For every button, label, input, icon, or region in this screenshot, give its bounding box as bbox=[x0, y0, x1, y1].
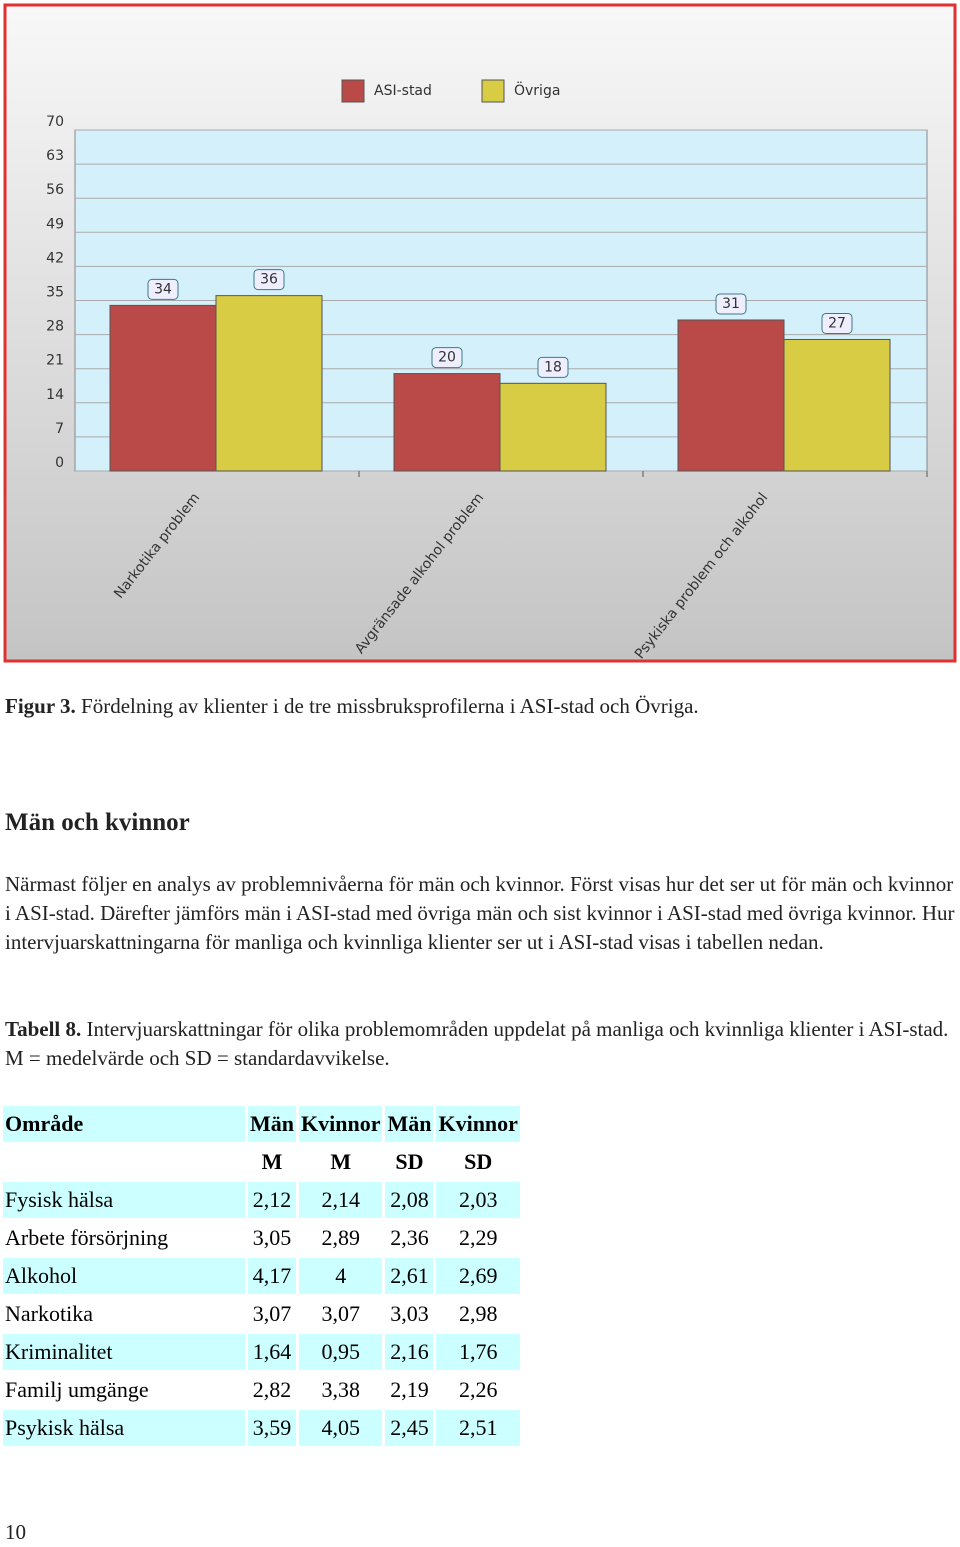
table-cell: 2,98 bbox=[458, 1301, 498, 1326]
table-cell: SD bbox=[395, 1149, 424, 1174]
page-number: 10 bbox=[5, 1520, 26, 1544]
table-cell: 2,61 bbox=[385, 1258, 434, 1294]
table-cell: 2,82 bbox=[252, 1377, 292, 1402]
value-label: 20 bbox=[438, 350, 456, 366]
table-cell: Fysisk hälsa bbox=[3, 1182, 245, 1218]
table-cell: Kvinnor bbox=[299, 1106, 383, 1142]
value-label: 36 bbox=[260, 272, 278, 288]
table-cell: Alkohol bbox=[3, 1258, 245, 1294]
table-cell: Familj umgänge bbox=[5, 1377, 149, 1402]
table-cell: 1,64 bbox=[248, 1334, 296, 1370]
legend-swatch bbox=[481, 79, 505, 103]
table-cell: 3,59 bbox=[248, 1410, 296, 1446]
table-cell: 2,12 bbox=[248, 1182, 296, 1218]
table-row: Fysisk hälsa 2,12 2,14 2,08 2,03 bbox=[3, 1182, 520, 1218]
table-cell: 2,89 bbox=[321, 1225, 360, 1250]
caption-label: Figur 3. bbox=[5, 694, 76, 718]
table-cell: Kriminalitet bbox=[3, 1334, 245, 1370]
table-cell: M bbox=[261, 1149, 283, 1174]
paragraph: Närmast följer en analys av problemnivåe… bbox=[5, 872, 955, 954]
table-cell: Psykisk hälsa bbox=[3, 1410, 245, 1446]
table-cell: 3,03 bbox=[390, 1301, 429, 1326]
table-row: M M SD SD bbox=[3, 1144, 520, 1180]
y-tick-label: 14 bbox=[46, 387, 64, 403]
value-label-box bbox=[821, 312, 853, 334]
table: Område Män Kvinnor Män Kvinnor M M SD SD Fysisk h… bbox=[0, 1104, 523, 1448]
y-tick-label: 49 bbox=[46, 216, 64, 232]
table-cell: 2,26 bbox=[458, 1377, 498, 1402]
bar bbox=[393, 373, 501, 472]
table-row: Narkotika 3,07 3,07 3,03 2,98 bbox=[3, 1296, 520, 1332]
table-cell: 3,07 bbox=[321, 1301, 360, 1326]
y-tick-label: 21 bbox=[46, 353, 64, 369]
bar bbox=[109, 304, 217, 472]
value-label: 18 bbox=[544, 359, 562, 375]
y-tick-label: 35 bbox=[46, 285, 64, 301]
table-cell: Män bbox=[385, 1106, 434, 1142]
table-cell: 3,05 bbox=[252, 1225, 292, 1250]
table-label: Tabell 8. bbox=[5, 1017, 82, 1041]
value-label-box bbox=[537, 356, 569, 378]
table-cell: M bbox=[330, 1149, 352, 1174]
table-cell: 3,38 bbox=[321, 1377, 360, 1402]
table-caption-text: Intervjuarskattningar för olika problemo… bbox=[5, 1017, 949, 1070]
table-cell bbox=[3, 1144, 245, 1180]
bar bbox=[783, 338, 891, 472]
value-label-box bbox=[715, 293, 747, 315]
table-row: Arbete försörjning 3,05 2,89 2,36 2,29 bbox=[3, 1220, 520, 1256]
table-cell: 2,51 bbox=[436, 1410, 520, 1446]
value-label: 31 bbox=[722, 296, 740, 312]
table-cell: 4 bbox=[299, 1258, 383, 1294]
table-cell: 4,17 bbox=[248, 1258, 296, 1294]
caption-text: Fördelning av klienter i de tre missbruk… bbox=[81, 694, 699, 718]
bar bbox=[677, 319, 785, 472]
y-tick-label: 63 bbox=[46, 148, 64, 164]
table-cell: 2,03 bbox=[436, 1182, 520, 1218]
table-cell: 2,16 bbox=[385, 1334, 434, 1370]
table-row: Alkohol 4,17 4 2,61 2,69 bbox=[3, 1258, 520, 1294]
table-cell: Män bbox=[248, 1106, 296, 1142]
table-row: Område Män Kvinnor Män Kvinnor bbox=[3, 1106, 520, 1142]
table-cell: Arbete försörjning bbox=[5, 1225, 169, 1250]
y-tick-label: 42 bbox=[46, 250, 64, 266]
value-label: 34 bbox=[154, 281, 172, 297]
table-caption: Tabell 8. Intervjuarskattningar för olik… bbox=[5, 1015, 955, 1073]
bar bbox=[499, 382, 607, 472]
y-tick-label: 28 bbox=[46, 319, 64, 335]
y-tick-label: 0 bbox=[55, 455, 64, 471]
table-cell: SD bbox=[464, 1149, 493, 1174]
table-cell: 2,19 bbox=[390, 1377, 429, 1402]
bar bbox=[215, 295, 323, 472]
table-cell: 2,29 bbox=[458, 1225, 498, 1250]
table-cell: 2,08 bbox=[385, 1182, 434, 1218]
legend-swatch bbox=[341, 79, 365, 103]
value-label-box bbox=[147, 278, 179, 300]
legend-label: ASI-stad bbox=[374, 83, 432, 99]
table-cell: Narkotika bbox=[5, 1301, 93, 1326]
table-row: Psykisk hälsa 3,59 4,05 2,45 2,51 bbox=[3, 1410, 520, 1446]
y-tick-label: 7 bbox=[55, 421, 64, 437]
y-tick-label: 70 bbox=[46, 114, 64, 130]
figure-caption: Figur 3. Fördelning av klienter i de tre… bbox=[5, 692, 955, 721]
y-tick-label: 56 bbox=[46, 182, 64, 198]
table-cell: Område bbox=[3, 1106, 245, 1142]
value-label-box bbox=[253, 269, 285, 291]
table-row: Kriminalitet 1,64 0,95 2,16 1,76 bbox=[3, 1334, 520, 1370]
table-cell: 2,36 bbox=[390, 1225, 429, 1250]
table-cell: 1,76 bbox=[436, 1334, 520, 1370]
table-cell: 0,95 bbox=[299, 1334, 383, 1370]
value-label: 27 bbox=[828, 315, 846, 331]
table-cell: 2,14 bbox=[299, 1182, 383, 1218]
table-cell: 4,05 bbox=[299, 1410, 383, 1446]
heading: Män och kvinnor bbox=[5, 809, 190, 836]
table-cell: 2,69 bbox=[436, 1258, 520, 1294]
table-cell: 3,07 bbox=[252, 1301, 292, 1326]
table-cell: Kvinnor bbox=[436, 1106, 520, 1142]
legend-label: Övriga bbox=[514, 81, 560, 99]
value-label-box bbox=[431, 347, 463, 369]
table-row: Familj umgänge 2,82 3,38 2,19 2,26 bbox=[3, 1372, 520, 1408]
table-cell: 2,45 bbox=[385, 1410, 434, 1446]
